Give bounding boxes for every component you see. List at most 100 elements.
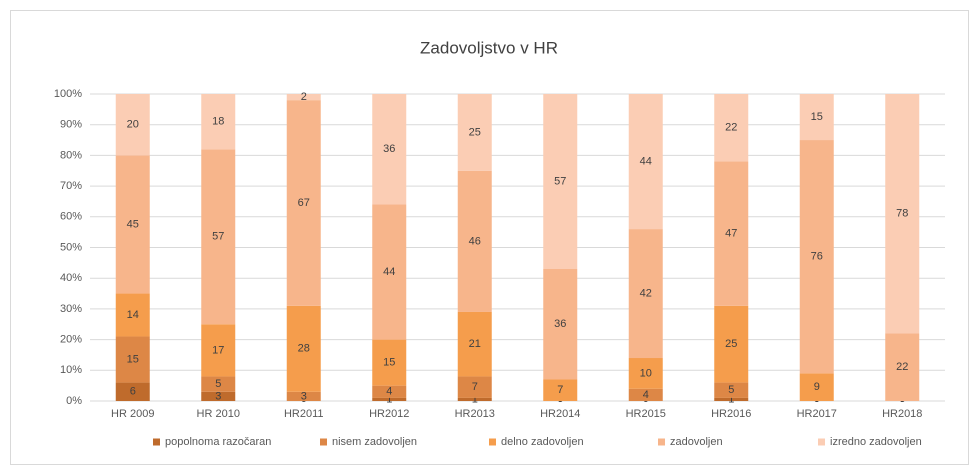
data-label: 9 xyxy=(814,381,820,393)
bar-segment xyxy=(628,388,663,401)
data-label: 3 xyxy=(215,390,221,402)
bar-segment xyxy=(799,140,834,374)
data-label: 5 xyxy=(215,378,221,390)
y-tick-label: 50% xyxy=(60,241,82,253)
data-label: 44 xyxy=(640,155,652,167)
y-tick-label: 20% xyxy=(60,334,82,346)
legend-label: izredno zadovoljen xyxy=(830,436,922,448)
data-label: 42 xyxy=(640,287,652,299)
bar-segment xyxy=(286,305,321,392)
data-label: 10 xyxy=(640,367,652,379)
y-tick-label: 60% xyxy=(60,211,82,223)
y-tick-label: 70% xyxy=(60,180,82,192)
legend-label: popolnoma razočaran xyxy=(165,436,271,448)
bar-segment xyxy=(201,391,236,401)
data-label: 4 xyxy=(643,389,649,401)
data-label: 78 xyxy=(896,208,908,220)
data-label: 25 xyxy=(469,126,481,138)
bar-segment xyxy=(286,94,321,101)
y-tick-label: 90% xyxy=(60,119,82,131)
bar-segment xyxy=(799,94,834,141)
data-label: 46 xyxy=(469,235,481,247)
bar-segment xyxy=(201,324,236,377)
data-label: 17 xyxy=(212,344,224,356)
x-tick-label: HR2018 xyxy=(882,408,922,420)
bar-segment xyxy=(714,94,749,162)
x-tick-label: HR2016 xyxy=(711,408,751,420)
y-tick-label: 30% xyxy=(60,303,82,315)
bar-segment xyxy=(714,397,749,401)
data-label: 36 xyxy=(383,143,395,155)
bar-segment xyxy=(115,336,150,383)
bar-segment xyxy=(286,100,321,306)
data-label: 67 xyxy=(298,197,310,209)
data-label: 22 xyxy=(896,361,908,373)
x-tick-label: HR2015 xyxy=(626,408,666,420)
bar-segment xyxy=(543,379,578,401)
x-tick-label: HR2017 xyxy=(797,408,837,420)
data-label: 1 xyxy=(728,393,734,405)
data-label: 15 xyxy=(811,111,823,123)
bar-segment xyxy=(457,94,492,171)
data-label: 15 xyxy=(127,353,139,365)
data-label: 14 xyxy=(127,309,139,321)
chart-title: Zadovoljstvo v HR xyxy=(420,38,558,57)
data-label: 36 xyxy=(554,318,566,330)
data-label: 44 xyxy=(383,266,395,278)
y-tick-label: 100% xyxy=(54,88,82,100)
bar-segment xyxy=(372,397,407,401)
x-tick-label: HR 2010 xyxy=(197,408,240,420)
y-tick-label: 10% xyxy=(60,364,82,376)
data-label: 1 xyxy=(472,393,478,405)
bar-segment xyxy=(714,161,749,306)
y-tick-label: 0% xyxy=(66,395,82,407)
legend-swatch xyxy=(320,438,327,446)
data-label: 76 xyxy=(811,251,823,263)
data-label: 4 xyxy=(386,386,392,398)
legend-swatch xyxy=(153,438,160,446)
bar-segment xyxy=(372,339,407,386)
y-tick-label: 80% xyxy=(60,149,82,161)
bar-segment xyxy=(799,373,834,401)
bar-segment xyxy=(115,382,150,401)
legend-label: delno zadovoljen xyxy=(501,436,584,448)
data-label: 47 xyxy=(725,228,737,240)
data-label: 20 xyxy=(127,119,139,131)
x-tick-label: HR 2009 xyxy=(111,408,154,420)
bar-segment xyxy=(457,397,492,401)
bar-segment xyxy=(457,376,492,398)
data-label: 22 xyxy=(725,122,737,134)
data-label: 57 xyxy=(212,231,224,243)
x-tick-label: HR2011 xyxy=(284,408,324,420)
legend-label: zadovoljen xyxy=(670,436,723,448)
bar-segment xyxy=(885,333,920,401)
data-label: 6 xyxy=(130,386,136,398)
bar-segment xyxy=(628,94,663,230)
bar-segment xyxy=(372,204,407,340)
data-label: 28 xyxy=(298,343,310,355)
bar-segment xyxy=(628,358,663,389)
bar-segment xyxy=(457,170,492,312)
legend-swatch xyxy=(818,438,825,446)
bar-segment xyxy=(885,94,920,334)
bar-segment xyxy=(201,376,236,392)
data-label: 45 xyxy=(127,218,139,230)
bar-segment xyxy=(201,149,236,325)
data-label: 21 xyxy=(469,338,481,350)
legend-swatch xyxy=(489,438,496,446)
bar-segment xyxy=(628,229,663,359)
legend-swatch xyxy=(658,438,665,446)
bar-segment xyxy=(457,311,492,377)
bar-segment xyxy=(115,94,150,156)
x-tick-label: HR2013 xyxy=(455,408,495,420)
bar-segment xyxy=(372,94,407,205)
x-tick-label: HR2014 xyxy=(540,408,580,420)
bar-segment xyxy=(543,268,578,380)
bar-segment xyxy=(115,155,150,294)
data-label: 7 xyxy=(472,381,478,393)
bar-segment xyxy=(714,305,749,383)
bar-segment xyxy=(372,385,407,398)
data-label: 5 xyxy=(728,384,734,396)
bar-segment xyxy=(201,94,236,150)
